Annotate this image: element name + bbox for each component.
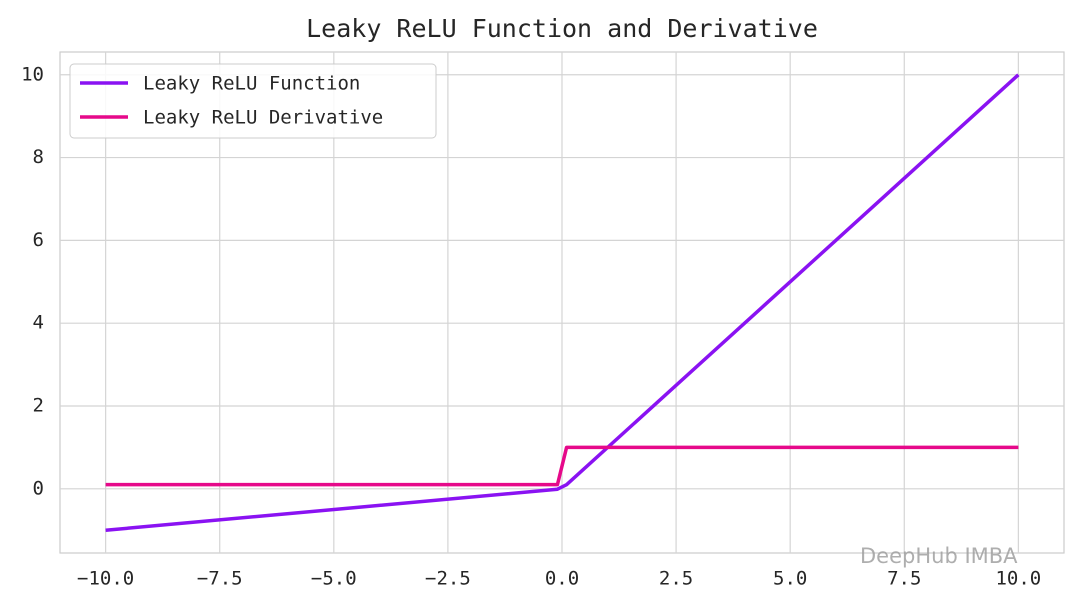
y-tick-label: 0 bbox=[33, 477, 44, 499]
legend-label: Leaky ReLU Function bbox=[143, 73, 360, 95]
legend-label: Leaky ReLU Derivative bbox=[143, 107, 383, 129]
y-tick-label: 2 bbox=[33, 395, 44, 417]
data-line bbox=[105, 73, 1020, 532]
y-tick-label: 10 bbox=[21, 63, 44, 85]
x-tick-label: −5.0 bbox=[311, 568, 357, 590]
x-tick-label: −2.5 bbox=[425, 568, 471, 590]
y-tick-label: 4 bbox=[33, 312, 44, 334]
chart-title: Leaky ReLU Function and Derivative bbox=[306, 14, 818, 43]
y-tick-label: 6 bbox=[33, 229, 44, 251]
x-tick-label: 7.5 bbox=[887, 568, 921, 590]
data-line bbox=[105, 445, 1019, 487]
x-tick-label: 0.0 bbox=[545, 568, 579, 590]
x-tick-label: 2.5 bbox=[659, 568, 693, 590]
x-tick-label: −10.0 bbox=[77, 568, 134, 590]
legend-box bbox=[69, 63, 437, 139]
y-tick-label: 8 bbox=[33, 146, 44, 168]
watermark: DeepHub IMBA bbox=[860, 544, 1018, 568]
x-tick-label: 10.0 bbox=[995, 568, 1041, 590]
x-tick-label: −7.5 bbox=[197, 568, 243, 590]
x-tick-label: 5.0 bbox=[773, 568, 807, 590]
